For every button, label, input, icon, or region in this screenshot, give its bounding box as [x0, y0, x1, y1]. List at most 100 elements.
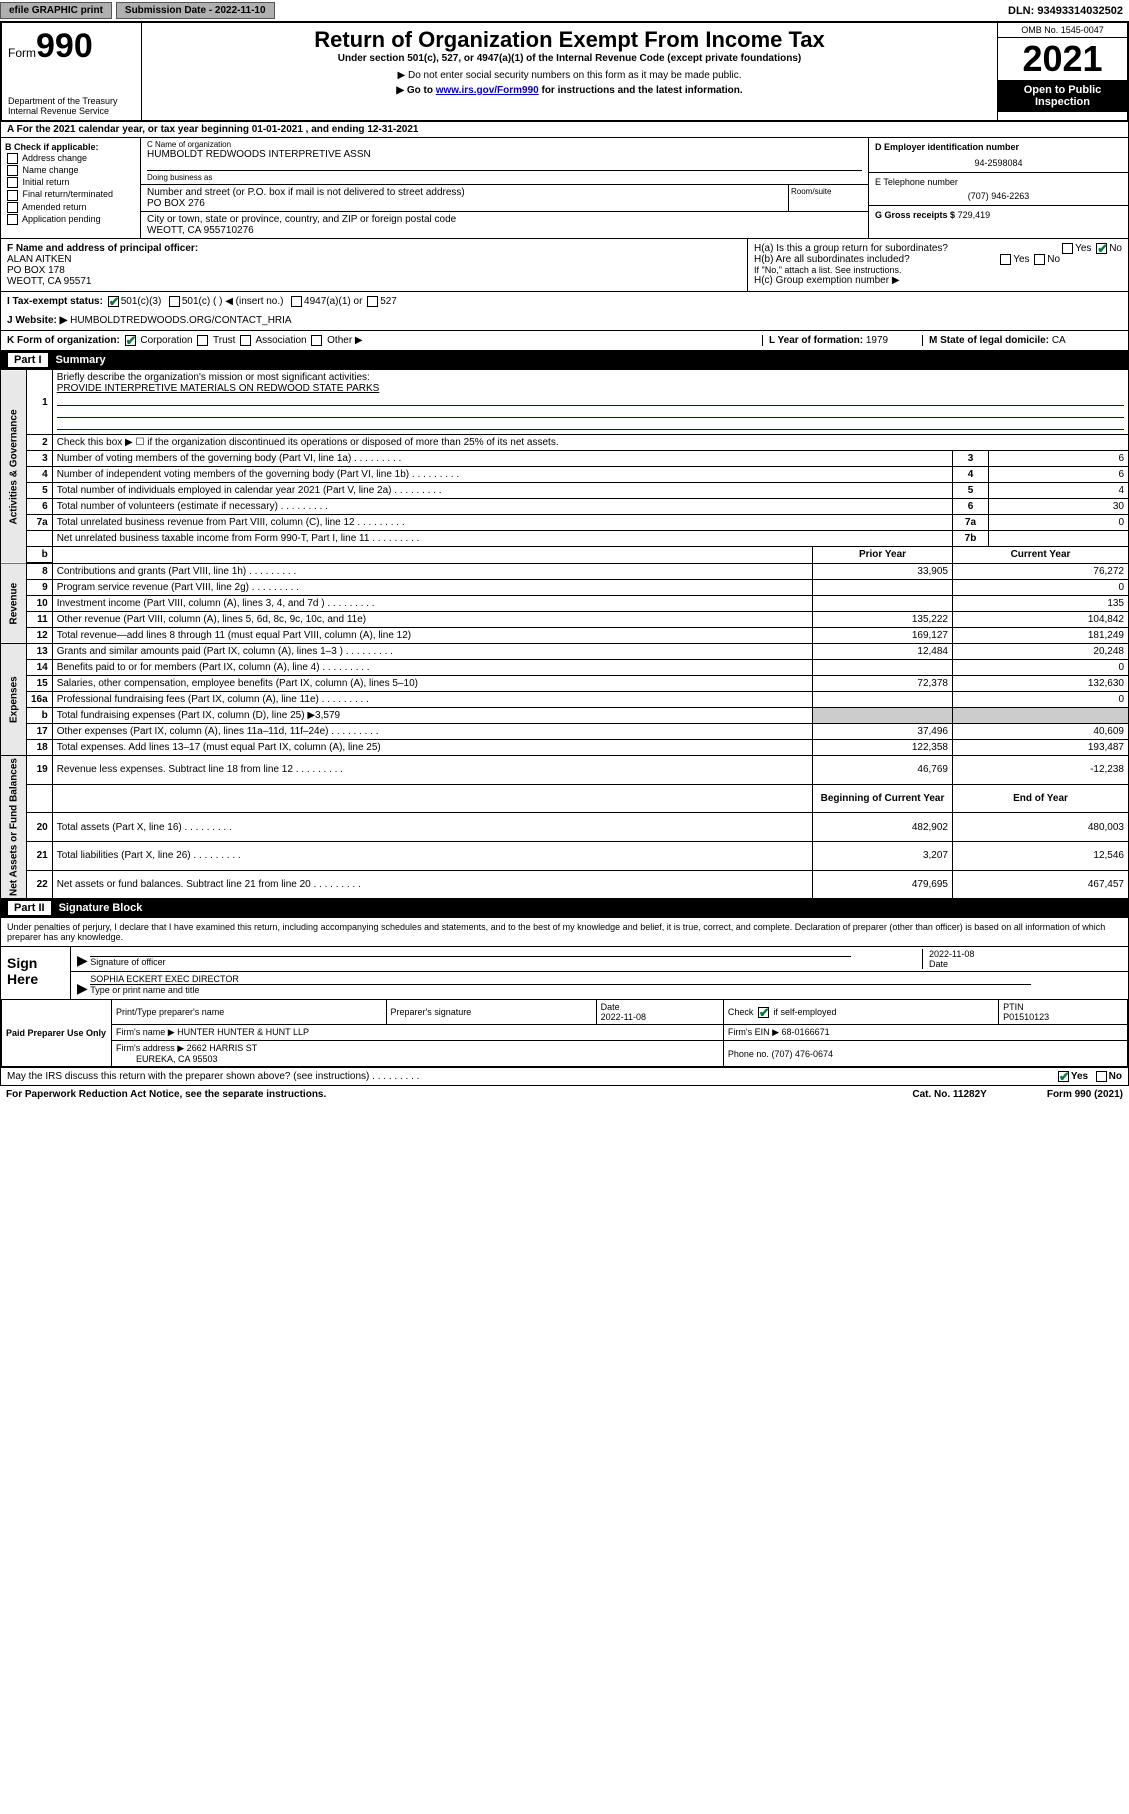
row-a-text: A For the 2021 calendar year, or tax yea… — [7, 124, 418, 135]
line3-val: 6 — [989, 451, 1129, 467]
hb-label: H(b) Are all subordinates included? — [754, 254, 910, 265]
line12-desc: Total revenue—add lines 8 through 11 (mu… — [52, 628, 812, 644]
year-formation: L Year of formation: 1979 — [762, 335, 922, 346]
line5-ref: 5 — [953, 483, 989, 499]
line1-label: Briefly describe the organization's miss… — [57, 372, 370, 383]
check-final-return[interactable]: Final return/terminated — [5, 189, 136, 200]
line-num: 5 — [27, 483, 53, 499]
line18-prior: 122,358 — [813, 740, 953, 756]
check-label: Final return/terminated — [23, 189, 114, 199]
dba-label: Doing business as — [147, 170, 862, 182]
ssn-warning: ▶ Do not enter social security numbers o… — [150, 70, 989, 81]
firm-ein-label: Firm's EIN ▶ — [728, 1027, 779, 1037]
blank-desc — [52, 784, 812, 813]
phone-label: E Telephone number — [875, 177, 958, 187]
sign-here-label: Sign Here — [1, 947, 71, 999]
hb-yes-checkbox[interactable] — [1000, 254, 1011, 265]
officer-name-value: SOPHIA ECKERT EXEC DIRECTOR — [90, 974, 239, 984]
self-employed-checkbox[interactable] — [758, 1007, 769, 1018]
line7b-desc: Net unrelated business taxable income fr… — [52, 531, 952, 547]
assoc-checkbox[interactable] — [240, 335, 251, 346]
check-address-change[interactable]: Address change — [5, 153, 136, 164]
gross-receipts-label: G Gross receipts $ — [875, 210, 955, 220]
trust-checkbox[interactable] — [197, 335, 208, 346]
ha-yes-checkbox[interactable] — [1062, 243, 1073, 254]
line9-desc: Program service revenue (Part VIII, line… — [52, 580, 812, 596]
other-label: Other ▶ — [327, 335, 362, 346]
line-num: 16a — [27, 692, 53, 708]
discuss-text: May the IRS discuss this return with the… — [7, 1071, 1056, 1082]
discuss-answer: Yes No — [1056, 1071, 1122, 1082]
line16a-prior — [813, 692, 953, 708]
irs-form990-link[interactable]: www.irs.gov/Form990 — [436, 85, 539, 96]
header-center: Return of Organization Exempt From Incom… — [142, 23, 997, 120]
ptin-cell: PTINP01510123 — [999, 1000, 1128, 1025]
527-checkbox[interactable] — [367, 296, 378, 307]
efile-print-button[interactable]: efile GRAPHIC print — [0, 2, 112, 19]
line5-val: 4 — [989, 483, 1129, 499]
line-num: 4 — [27, 467, 53, 483]
line-num: 9 — [27, 580, 53, 596]
line8-current: 76,272 — [953, 563, 1129, 580]
group-return-section: H(a) Is this a group return for subordin… — [748, 239, 1128, 291]
line22-current: 467,457 — [953, 870, 1129, 899]
row-k-l-m: K Form of organization: Corporation Trus… — [0, 331, 1129, 351]
line19-current: -12,238 — [953, 756, 1129, 785]
check-application-pending[interactable]: Application pending — [5, 214, 136, 225]
check-amended-return[interactable]: Amended return — [5, 202, 136, 213]
discuss-yes-checkbox[interactable] — [1058, 1071, 1069, 1082]
officer-name: ALAN AITKEN — [7, 254, 71, 265]
ein-cell: D Employer identification number 94-2598… — [869, 138, 1128, 173]
form-subtitle: Under section 501(c), 527, or 4947(a)(1)… — [150, 53, 989, 64]
org-name-label: C Name of organization — [147, 140, 862, 149]
check-label: Check — [728, 1007, 754, 1017]
officer-sig-line: ▶ Signature of officer 2022-11-08Date — [71, 947, 1128, 972]
line16a-desc: Professional fundraising fees (Part IX, … — [52, 692, 812, 708]
4947-checkbox[interactable] — [291, 296, 302, 307]
501c-checkbox[interactable] — [169, 296, 180, 307]
line7a-ref: 7a — [953, 515, 989, 531]
line14-current: 0 — [953, 660, 1129, 676]
check-label: Initial return — [23, 177, 70, 187]
line20-prior: 482,902 — [813, 813, 953, 842]
line-num: 14 — [27, 660, 53, 676]
line21-current: 12,546 — [953, 841, 1129, 870]
ha-label: H(a) Is this a group return for subordin… — [754, 243, 948, 254]
firm-name-cell: Firm's name ▶ HUNTER HUNTER & HUNT LLP — [112, 1025, 724, 1041]
line21-desc: Total liabilities (Part X, line 26) — [52, 841, 812, 870]
line-num: 17 — [27, 724, 53, 740]
prior-year-hdr: Prior Year — [813, 547, 953, 564]
prep-date-cell: Date2022-11-08 — [596, 1000, 723, 1025]
check-name-change[interactable]: Name change — [5, 165, 136, 176]
line-num: 10 — [27, 596, 53, 612]
penalties-text: Under penalties of perjury, I declare th… — [1, 918, 1128, 946]
column-right-d-e-g: D Employer identification number 94-2598… — [868, 138, 1128, 238]
blank-desc — [52, 547, 812, 564]
mission-underline — [57, 396, 1124, 406]
check-initial-return[interactable]: Initial return — [5, 177, 136, 188]
line-num: 3 — [27, 451, 53, 467]
other-checkbox[interactable] — [311, 335, 322, 346]
discuss-no-checkbox[interactable] — [1096, 1071, 1107, 1082]
officer-name-cell: ▶ SOPHIA ECKERT EXEC DIRECTORType or pri… — [77, 974, 1122, 997]
501c3-checkbox[interactable] — [108, 296, 119, 307]
self-emp-label: if self-employed — [773, 1007, 836, 1017]
sig-date-value: 2022-11-08 — [929, 949, 974, 959]
prep-date-value: 2022-11-08 — [601, 1012, 646, 1022]
tax-status-label: I Tax-exempt status: — [7, 296, 103, 307]
org-name-value: HUMBOLDT REDWOODS INTERPRETIVE ASSN — [147, 149, 862, 160]
trust-label: Trust — [213, 335, 235, 346]
line-num: 15 — [27, 676, 53, 692]
prep-name-hdr: Print/Type preparer's name — [112, 1000, 387, 1025]
line15-prior: 72,378 — [813, 676, 953, 692]
ha-no-checkbox[interactable] — [1096, 243, 1107, 254]
line9-current: 0 — [953, 580, 1129, 596]
officer-label: F Name and address of principal officer: — [7, 243, 198, 254]
corp-checkbox[interactable] — [125, 335, 136, 346]
line13-desc: Grants and similar amounts paid (Part IX… — [52, 644, 812, 660]
hb-no-checkbox[interactable] — [1034, 254, 1045, 265]
501c-label: 501(c) ( ) ◀ (insert no.) — [182, 296, 284, 307]
eoy-hdr: End of Year — [953, 784, 1129, 813]
room-suite-cell: Room/suite — [788, 185, 868, 211]
preparer-title: Paid Preparer Use Only — [2, 1000, 112, 1067]
